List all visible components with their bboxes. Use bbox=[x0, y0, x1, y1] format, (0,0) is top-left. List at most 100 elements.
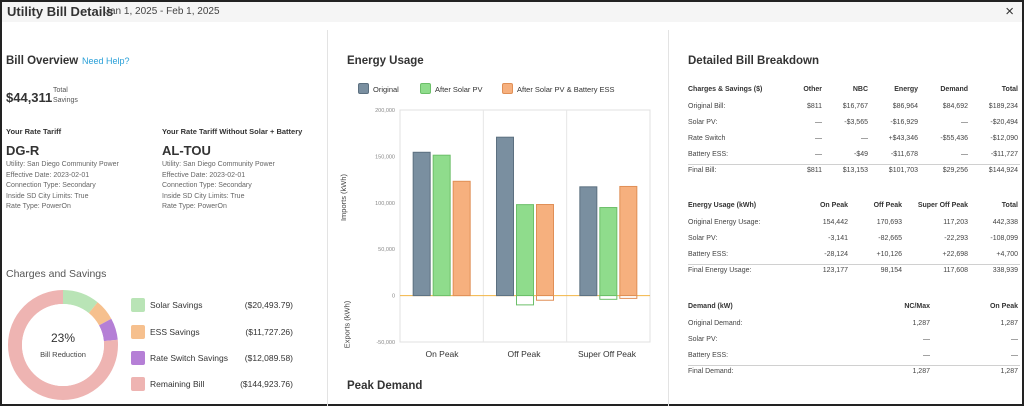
table-cell: -82,665 bbox=[878, 235, 902, 242]
table-cell: $29,256 bbox=[942, 167, 968, 174]
table-cell: +22,698 bbox=[942, 251, 969, 258]
table-cell: -$16,929 bbox=[890, 119, 918, 126]
table-cell: 117,608 bbox=[943, 267, 968, 274]
ess-savings-label: ESS Savings bbox=[150, 327, 200, 337]
sd-limits-text: Inside SD City Limits: True bbox=[162, 192, 245, 200]
donut-hole bbox=[22, 304, 104, 386]
table-row-label: Battery ESS: bbox=[688, 151, 729, 158]
rate-type-text: Rate Type: PowerOn bbox=[6, 203, 71, 210]
rate-type-text: Rate Type: PowerOn bbox=[162, 203, 227, 210]
remaining-bill-swatch bbox=[131, 377, 145, 391]
utility-text: Utility: San Diego Community Power bbox=[162, 161, 275, 168]
table-row-label: Final Bill: bbox=[688, 167, 717, 174]
effective-date-text: Effective Date: 2023-02-01 bbox=[6, 171, 90, 179]
table-cell: 154,442 bbox=[822, 219, 848, 226]
date-range: Jan 1, 2025 - Feb 1, 2025 bbox=[105, 6, 220, 17]
table-cell: 1,287 bbox=[912, 320, 930, 327]
column-divider bbox=[327, 30, 328, 406]
table-cell: — bbox=[1011, 336, 1018, 343]
table-cell: — bbox=[923, 352, 930, 359]
table-cell: $101,703 bbox=[888, 167, 918, 174]
peak-demand-title: Peak Demand bbox=[347, 380, 423, 392]
total-savings-amount: $44,311 bbox=[6, 90, 53, 105]
category-super-off-peak: Super Off Peak bbox=[578, 349, 636, 359]
column-divider bbox=[668, 30, 669, 406]
window-header: Utility Bill Details Jan 1, 2025 - Feb 1… bbox=[2, 2, 1022, 22]
table-cell: $16,767 bbox=[842, 103, 868, 110]
table-cell: -$20,494 bbox=[990, 119, 1018, 126]
overview-title: Bill Overview bbox=[6, 55, 79, 67]
table-row-label: Solar PV: bbox=[688, 119, 718, 126]
legend-solar-battery-swatch bbox=[502, 83, 513, 94]
table-cell: — bbox=[961, 151, 968, 158]
table-cell: 123,177 bbox=[822, 267, 848, 274]
table-cell: -$11,678 bbox=[890, 151, 918, 158]
table-header: Energy bbox=[894, 86, 918, 93]
table-row-label: Battery ESS: bbox=[688, 352, 729, 359]
table-row-label: Solar PV: bbox=[688, 235, 718, 242]
table-cell: -$12,090 bbox=[990, 135, 1018, 142]
bill-reduction-label: Bill Reduction bbox=[40, 350, 86, 359]
table-cell: +$43,346 bbox=[888, 135, 918, 142]
window-title: Utility Bill Details bbox=[7, 4, 114, 19]
table-cell: -22,293 bbox=[944, 235, 968, 242]
table-cell: -108,099 bbox=[990, 235, 1018, 242]
need-help-link[interactable]: Need Help? bbox=[82, 56, 130, 66]
breakdown-title: Detailed Bill Breakdown bbox=[688, 55, 820, 67]
close-icon[interactable]: × bbox=[1005, 3, 1014, 20]
remaining-bill-label: Remaining Bill bbox=[150, 379, 205, 389]
category-off-peak: Off Peak bbox=[507, 349, 541, 359]
table-cell: — bbox=[815, 135, 822, 142]
table-total-separator bbox=[688, 365, 1020, 366]
table-row-label: Solar PV: bbox=[688, 336, 718, 343]
alt-rate-tariff-heading: Your Rate Tariff Without Solar + Battery bbox=[162, 127, 303, 136]
legend-solar-battery-label: After Solar PV & Battery ESS bbox=[517, 85, 615, 94]
table-cell: $811 bbox=[806, 103, 822, 110]
table-row-label: Final Energy Usage: bbox=[688, 267, 752, 274]
legend-solar-swatch bbox=[420, 83, 431, 94]
table-cell: 1,287 bbox=[1000, 368, 1018, 375]
table-cell: 117,203 bbox=[943, 219, 968, 226]
table-cell: $86,964 bbox=[892, 103, 918, 110]
table-cell: $144,924 bbox=[988, 167, 1018, 174]
y-axis-imports-label: Imports (kWh) bbox=[339, 173, 349, 222]
table-row-label: Rate Switch bbox=[688, 135, 726, 142]
table-header: Energy Usage (kWh) bbox=[688, 202, 757, 209]
rate-switch-savings-value: ($12,089.58) bbox=[244, 353, 293, 363]
table-cell: -3,141 bbox=[828, 235, 848, 242]
table-cell: — bbox=[1011, 352, 1018, 359]
table-header: Demand (kW) bbox=[688, 303, 733, 310]
table-header: Other bbox=[803, 86, 822, 93]
rate-tariff-details: Utility: San Diego Community Power Effec… bbox=[6, 160, 119, 213]
table-cell: $84,692 bbox=[942, 103, 968, 110]
energy-usage-title: Energy Usage bbox=[347, 55, 424, 67]
table-row-label: Final Demand: bbox=[688, 368, 734, 375]
table-cell: $189,234 bbox=[988, 103, 1018, 110]
table-cell: 1,287 bbox=[912, 368, 930, 375]
table-row-label: Original Demand: bbox=[688, 320, 743, 327]
table-row-label: Original Energy Usage: bbox=[688, 219, 761, 226]
table-cell: $13,153 bbox=[842, 167, 868, 174]
table-header: NC/Max bbox=[904, 303, 930, 310]
table-header: NBC bbox=[852, 86, 868, 93]
table-header: Charges & Savings ($) bbox=[688, 86, 763, 93]
table-total-separator bbox=[688, 164, 1020, 165]
table-cell: — bbox=[861, 135, 868, 142]
alt-rate-tariff-name: AL-TOU bbox=[162, 143, 211, 158]
table-cell: 1,287 bbox=[1000, 320, 1018, 327]
legend-solar-label: After Solar PV bbox=[435, 85, 483, 94]
table-cell: +4,700 bbox=[996, 251, 1018, 258]
y-axis-exports-label: Exports (kWh) bbox=[342, 300, 352, 349]
solar-savings-label: Solar Savings bbox=[150, 300, 203, 310]
table-header: Demand bbox=[940, 86, 968, 93]
rate-switch-savings-swatch bbox=[131, 351, 145, 365]
table-row-label: Original Bill: bbox=[688, 103, 726, 110]
table-cell: -28,124 bbox=[824, 251, 848, 258]
category-on-peak: On Peak bbox=[425, 349, 459, 359]
table-row-label: Battery ESS: bbox=[688, 251, 729, 258]
table-cell: — bbox=[815, 151, 822, 158]
rate-tariff-name: DG-R bbox=[6, 143, 40, 158]
table-header: Super Off Peak bbox=[917, 202, 968, 209]
solar-savings-swatch bbox=[131, 298, 145, 312]
